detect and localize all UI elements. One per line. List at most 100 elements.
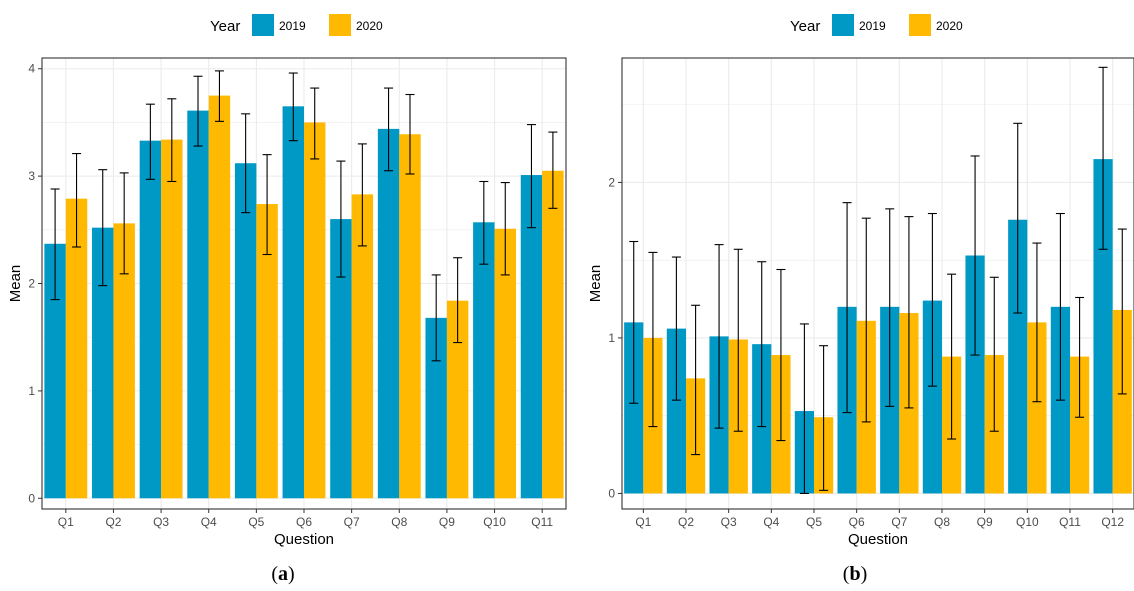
x-tick-label: Q9 xyxy=(977,515,993,529)
panel-border xyxy=(621,57,1134,510)
errorbar-2019-Q7 xyxy=(885,208,895,407)
bar-2019-Q8 xyxy=(922,300,942,494)
legend-swatch-2020 xyxy=(909,14,931,36)
bar-2020-Q8 xyxy=(399,134,421,499)
errorbar-2019-Q8 xyxy=(927,212,937,387)
x-tick-label: Q8 xyxy=(391,515,407,529)
bar-2020-Q12 xyxy=(1112,309,1132,494)
bar-2020-Q11 xyxy=(1070,356,1090,494)
x-tick-label: Q5 xyxy=(248,515,264,529)
errorbar-2020-Q2 xyxy=(691,304,701,456)
errorbar-2020-Q2 xyxy=(119,172,129,275)
bar-2019-Q3 xyxy=(139,140,162,499)
errorbar-2019-Q7 xyxy=(336,160,346,278)
x-tick-label: Q1 xyxy=(58,515,74,529)
errorbar-2020-Q11 xyxy=(548,131,558,209)
errorbar-2019-Q2 xyxy=(98,169,108,287)
errorbar-2020-Q4 xyxy=(214,70,224,122)
legend: Year 2019 2020 xyxy=(790,14,963,36)
x-tick-label: Q10 xyxy=(483,515,506,529)
legend-label-2019: 2019 xyxy=(859,19,886,33)
x-tick-label: Q11 xyxy=(531,515,553,529)
errorbar-2019-Q4 xyxy=(193,75,203,147)
errorbar-2020-Q1 xyxy=(648,251,658,428)
x-tick-label: Q9 xyxy=(439,515,455,529)
bar-2020-Q7 xyxy=(351,194,374,499)
errorbar-2019-Q8 xyxy=(384,87,394,172)
errorbar-2019-Q3 xyxy=(714,244,724,429)
bar-2019-Q7 xyxy=(330,219,352,499)
errorbar-2020-Q3 xyxy=(167,98,177,183)
chart-panel-b: 0 1 2 Q1 Q2 Q3 Q4 Q5 Q6 Q7 Q8 Q9 Q10 Q11 Q12 Question Me… xyxy=(587,14,1134,585)
errorbar-2020-Q11 xyxy=(1075,296,1085,418)
x-axis-title: Question xyxy=(848,531,908,548)
x-tick-label: Q4 xyxy=(201,515,217,529)
errorbar-2020-Q9 xyxy=(989,276,999,432)
x-tick-label: Q12 xyxy=(1101,515,1124,529)
x-tick-label: Q6 xyxy=(849,515,865,529)
bar-2019-Q4 xyxy=(187,110,209,499)
bar-2019-Q10 xyxy=(473,222,495,499)
errorbar-2019-Q11 xyxy=(526,124,536,229)
bar-2020-Q10 xyxy=(494,228,516,499)
errorbar-2019-Q6 xyxy=(288,72,298,142)
y-tick-label: 0 xyxy=(608,486,615,500)
bar-2019-Q2 xyxy=(666,328,686,494)
bar-2020-Q3 xyxy=(161,139,183,499)
x-tick-label: Q10 xyxy=(1016,515,1039,529)
bar-2019-Q11 xyxy=(520,175,543,499)
bar-2019-Q12 xyxy=(1093,159,1113,494)
x-tick-label: Q2 xyxy=(678,515,694,529)
errorbar-2020-Q10 xyxy=(1032,242,1042,403)
x-tick-label: Q6 xyxy=(296,515,312,529)
errorbar-2020-Q10 xyxy=(500,182,510,276)
errorbar-2020-Q12 xyxy=(1117,228,1127,395)
errorbar-2020-Q7 xyxy=(357,143,367,247)
errorbar-2019-Q3 xyxy=(145,103,155,180)
y-tick-label: 0 xyxy=(28,491,35,505)
bar-2019-Q6 xyxy=(282,106,304,499)
y-tick-label: 1 xyxy=(28,384,35,398)
bar-2019-Q1 xyxy=(624,322,644,494)
bar-2019-Q9 xyxy=(965,255,985,494)
y-tick-label: 4 xyxy=(28,62,35,76)
bar-2020-Q2 xyxy=(113,223,135,499)
legend-label-2019: 2019 xyxy=(279,19,306,33)
x-tick-label: Q3 xyxy=(153,515,169,529)
bar-2019-Q9 xyxy=(425,317,447,499)
errorbar-2019-Q5 xyxy=(241,113,251,214)
errorbar-2019-Q4 xyxy=(757,261,767,428)
bar-2020-Q4 xyxy=(208,95,231,499)
errorbar-2020-Q8 xyxy=(405,93,415,175)
bar-2020-Q9 xyxy=(446,300,469,499)
panel-label: (a) xyxy=(271,563,294,585)
errorbar-2020-Q4 xyxy=(776,268,786,442)
errorbar-2019-Q9 xyxy=(970,155,980,356)
errorbar-2020-Q9 xyxy=(453,257,463,344)
y-tick-label: 1 xyxy=(608,331,615,345)
y-axis-title: Mean xyxy=(7,265,24,303)
errorbar-2020-Q5 xyxy=(819,345,829,491)
errorbar-2019-Q12 xyxy=(1098,66,1108,250)
errorbar-2020-Q7 xyxy=(904,216,914,409)
legend-swatch-2020 xyxy=(329,14,351,36)
errorbar-2020-Q1 xyxy=(72,153,82,248)
legend-swatch-2019 xyxy=(252,14,274,36)
x-tick-label: Q5 xyxy=(806,515,822,529)
errorbar-2020-Q3 xyxy=(733,248,743,432)
errorbar-2019-Q11 xyxy=(1055,212,1065,401)
legend-label-2020: 2020 xyxy=(936,19,963,33)
errorbar-2020-Q5 xyxy=(262,154,272,256)
y-tick-label: 2 xyxy=(608,175,615,189)
legend: Year 2019 2020 xyxy=(210,14,383,36)
bar-2019-Q5 xyxy=(234,163,257,499)
bar-2020-Q10 xyxy=(1027,322,1047,494)
legend-title: Year xyxy=(210,18,240,35)
x-tick-label: Q2 xyxy=(105,515,121,529)
errorbar-2020-Q6 xyxy=(861,217,871,423)
x-tick-label: Q11 xyxy=(1059,515,1081,529)
x-tick-label: Q8 xyxy=(934,515,950,529)
bar-2020-Q5 xyxy=(256,204,278,499)
bar-2019-Q1 xyxy=(44,243,66,499)
y-tick-label: 2 xyxy=(28,277,35,291)
